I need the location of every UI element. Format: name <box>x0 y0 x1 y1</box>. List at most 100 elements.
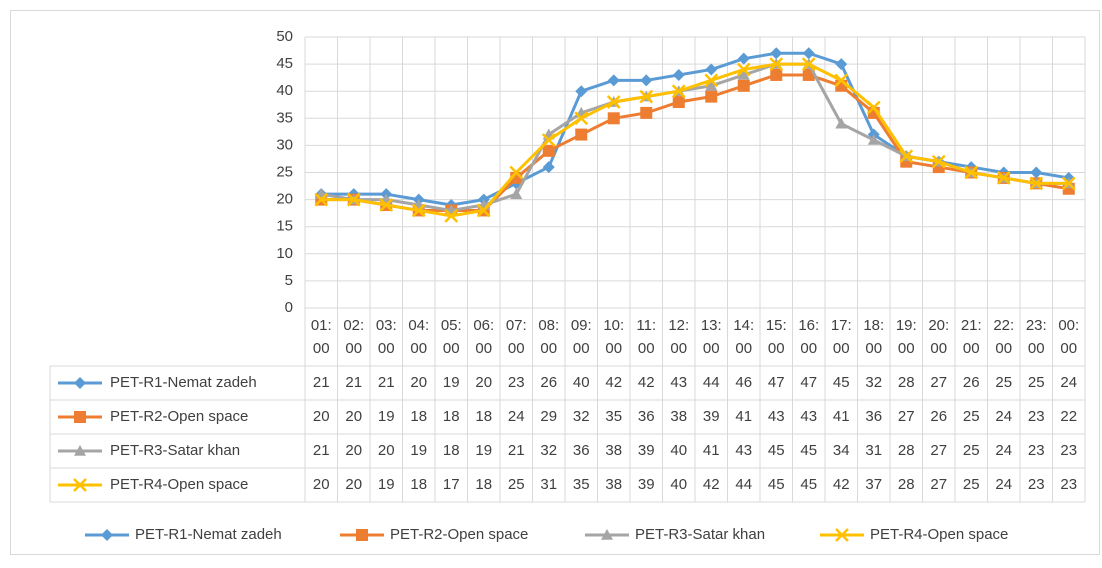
table-cell: 31 <box>865 442 882 459</box>
table-cell: 45 <box>833 374 850 391</box>
point <box>737 52 750 65</box>
table-cell: 28 <box>898 476 915 493</box>
x-tick-label: 14:00 <box>733 317 755 357</box>
point <box>770 47 783 60</box>
y-tick-label: 0 <box>285 299 293 316</box>
table-cell: 23 <box>1060 442 1077 459</box>
table-row-header: PET-R4-Open space <box>110 476 248 493</box>
table-cell: 25 <box>963 408 980 425</box>
series-line <box>321 62 1069 218</box>
point <box>575 128 588 141</box>
table-cell: 18 <box>443 442 460 459</box>
point <box>737 68 750 80</box>
x-tick-label: 17:00 <box>830 317 852 357</box>
table-cell: 27 <box>898 408 915 425</box>
y-tick-label: 45 <box>276 55 293 72</box>
point <box>346 192 361 207</box>
point <box>737 79 750 92</box>
legend-marker <box>835 528 849 542</box>
point <box>931 154 946 169</box>
point <box>1061 176 1076 191</box>
table-cell: 20 <box>410 374 427 391</box>
table-cell: 18 <box>475 476 492 493</box>
table-cell: 21 <box>345 374 362 391</box>
table-cell: 18 <box>475 408 492 425</box>
table-cell: 26 <box>963 374 980 391</box>
y-tick-label: 50 <box>276 28 293 45</box>
point <box>411 203 426 218</box>
x-tick-label: 10:00 <box>603 317 625 357</box>
x-tick-label: 18:00 <box>863 317 885 357</box>
table-cell: 44 <box>703 374 720 391</box>
table-cell: 19 <box>475 442 492 459</box>
x-tick-label: 04:00 <box>408 317 430 357</box>
table-cell: 36 <box>573 442 590 459</box>
y-tick-label: 30 <box>276 136 293 153</box>
table-cell: 19 <box>378 408 395 425</box>
legend-label: PET-R4-Open space <box>870 526 1008 543</box>
x-tick-label: 00:00 <box>1058 317 1080 357</box>
table-cell: 27 <box>930 442 947 459</box>
table-cell: 20 <box>345 476 362 493</box>
table-cell: 20 <box>345 408 362 425</box>
point <box>802 47 815 60</box>
table-cell: 36 <box>638 408 655 425</box>
table-cell: 40 <box>670 476 687 493</box>
point <box>672 96 685 109</box>
x-tick-label: 07:00 <box>505 317 527 357</box>
table-cell: 27 <box>930 476 947 493</box>
table-cell: 21 <box>378 374 395 391</box>
table-cell: 23 <box>1060 476 1077 493</box>
table-cell: 25 <box>508 476 525 493</box>
point <box>509 165 524 180</box>
table-cell: 42 <box>833 476 850 493</box>
point <box>866 100 881 115</box>
table-cell: 24 <box>1060 374 1077 391</box>
x-tick-label: 16:00 <box>798 317 820 357</box>
table-cell: 43 <box>735 442 752 459</box>
table-cell: 38 <box>605 476 622 493</box>
table-cell: 27 <box>930 374 947 391</box>
point <box>575 85 588 98</box>
x-tick-label: 20:00 <box>928 317 950 357</box>
table-cell: 23 <box>1028 476 1045 493</box>
table-cell: 22 <box>1060 408 1077 425</box>
point <box>379 198 394 212</box>
table-cell: 25 <box>963 442 980 459</box>
point <box>1029 176 1044 191</box>
x-tick-label: 11:00 <box>636 317 657 357</box>
point <box>607 74 620 87</box>
table-cell: 20 <box>313 476 330 493</box>
table-cell: 41 <box>833 408 850 425</box>
table-cell: 21 <box>508 442 525 459</box>
x-tick-label: 06:00 <box>473 317 495 357</box>
point <box>964 165 979 180</box>
point <box>314 192 329 207</box>
table-cell: 38 <box>605 442 622 459</box>
table-cell: 44 <box>735 476 752 493</box>
point <box>541 133 556 147</box>
table-row-header: PET-R3-Satar khan <box>110 442 240 459</box>
table-cell: 21 <box>313 442 330 459</box>
table-cell: 35 <box>605 408 622 425</box>
y-tick-label: 15 <box>276 218 293 235</box>
table-cell: 32 <box>540 442 557 459</box>
point <box>640 74 653 87</box>
table-cell: 32 <box>573 408 590 425</box>
x-tick-label: 05:00 <box>440 317 462 357</box>
table-cell: 19 <box>443 374 460 391</box>
table-cell: 21 <box>313 374 330 391</box>
point <box>867 133 880 145</box>
table-cell: 20 <box>313 408 330 425</box>
table-cell: 41 <box>735 408 752 425</box>
table-cell: 19 <box>410 442 427 459</box>
table-cell: 39 <box>638 442 655 459</box>
point <box>834 73 849 88</box>
chart-border <box>10 10 1100 555</box>
table-cell: 42 <box>638 374 655 391</box>
legend-marker <box>74 411 86 423</box>
legend-marker <box>601 529 613 540</box>
table-cell: 23 <box>508 374 525 391</box>
point <box>770 68 783 81</box>
